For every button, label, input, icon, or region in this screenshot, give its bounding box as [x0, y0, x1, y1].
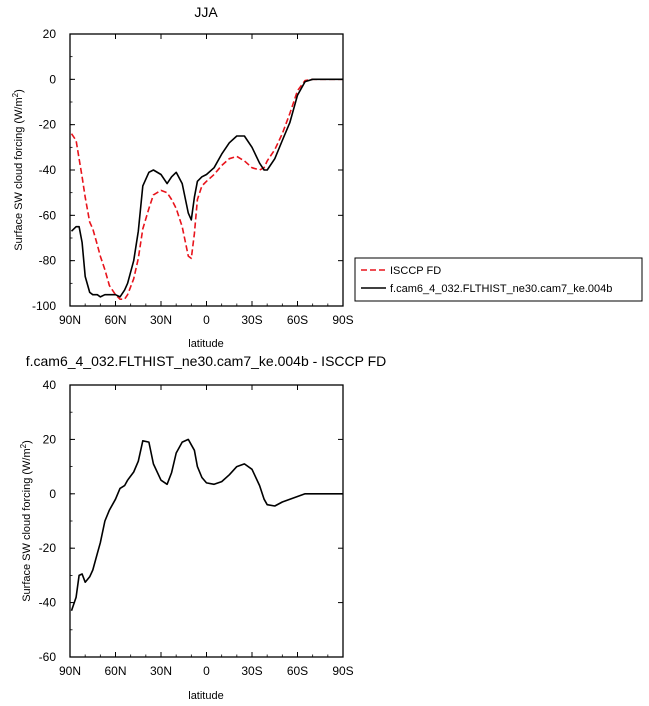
top-series-line-1 — [70, 78, 343, 298]
top-xtick-label: 60N — [104, 313, 126, 327]
top-series-group — [70, 78, 343, 301]
top-xlabel: latitude — [188, 338, 223, 350]
top-ylabel-main: Surface SW cloud forcing (W/m — [13, 97, 25, 250]
bottom-ylabel-sup: 2 — [19, 443, 28, 448]
bottom-xtick-label: 0 — [203, 664, 210, 678]
legend-box — [354, 257, 643, 302]
bottom-series-group — [70, 438, 343, 612]
bottom-xtick-label: 30N — [150, 664, 172, 678]
legend-label-model: f.cam6_4_032.FLTHIST_ne30.cam7_ke.004b — [390, 283, 612, 295]
bottom-ylabel-close: ) — [21, 440, 33, 444]
bottom-ytick-label: 0 — [49, 487, 56, 501]
top-ytick-label: -60 — [39, 208, 57, 222]
bottom-plot-frame — [69, 384, 344, 658]
bottom-xtick-label: 90N — [59, 664, 81, 678]
top-xtick-label: 90S — [332, 313, 353, 327]
bottom-title: f.cam6_4_032.FLTHIST_ne30.cam7_ke.004b -… — [26, 353, 387, 369]
top-ylabel: Surface SW cloud forcing (W/m2) — [11, 89, 25, 251]
bottom-ylabel: Surface SW cloud forcing (W/m2) — [19, 440, 33, 602]
top-ytick-label: -100 — [32, 299, 56, 313]
bottom-ytick-label: -60 — [39, 650, 57, 664]
legend: ISCCP FD f.cam6_4_032.FLTHIST_ne30.cam7_… — [354, 257, 643, 302]
legend-label-isccp: ISCCP FD — [390, 265, 441, 277]
bottom-xlabel: latitude — [188, 690, 223, 702]
bottom-xtick-label: 60S — [287, 664, 308, 678]
bottom-xtick-label: 90S — [332, 664, 353, 678]
top-xtick-label: 60S — [287, 313, 308, 327]
top-panel: JJA 90N 60N 30N 0 30S 60S 90S 20 0 -20 -40 -60 -80 -1… — [11, 4, 643, 350]
bottom-panel: f.cam6_4_032.FLTHIST_ne30.cam7_ke.004b -… — [19, 353, 386, 702]
bottom-xtick-label: 30S — [241, 664, 262, 678]
top-ytick-label: 20 — [43, 27, 57, 41]
top-ytick-label: -40 — [39, 163, 57, 177]
bottom-series-line-0 — [70, 438, 343, 612]
top-series-line-0 — [70, 78, 343, 301]
top-ytick-label: -20 — [39, 118, 57, 132]
top-plot-frame — [69, 33, 344, 307]
bottom-xtick-label: 60N — [104, 664, 126, 678]
top-xtick-label: 0 — [203, 313, 210, 327]
top-xtick-label: 90N — [59, 313, 81, 327]
bottom-ytick-label: -40 — [39, 596, 57, 610]
bottom-ytick-label: 40 — [43, 378, 57, 392]
top-xtick-label: 30S — [241, 313, 262, 327]
top-ylabel-sup: 2 — [11, 92, 20, 97]
top-ticks-group: 90N 60N 30N 0 30S 60S 90S 20 0 -20 -40 -60 -80 -100 — [32, 27, 354, 327]
bottom-ylabel-main: Surface SW cloud forcing (W/m — [21, 448, 33, 601]
top-ytick-label: 0 — [49, 72, 56, 86]
top-ytick-label: -80 — [39, 254, 57, 268]
bottom-ytick-label: -20 — [39, 541, 57, 555]
top-xtick-label: 30N — [150, 313, 172, 327]
top-ylabel-close: ) — [13, 89, 25, 93]
bottom-ytick-label: 20 — [43, 432, 57, 446]
top-title: JJA — [194, 4, 218, 20]
bottom-ticks-group: 90N 60N 30N 0 30S 60S 90S 40 20 0 -20 -40 -60 — [39, 378, 354, 678]
